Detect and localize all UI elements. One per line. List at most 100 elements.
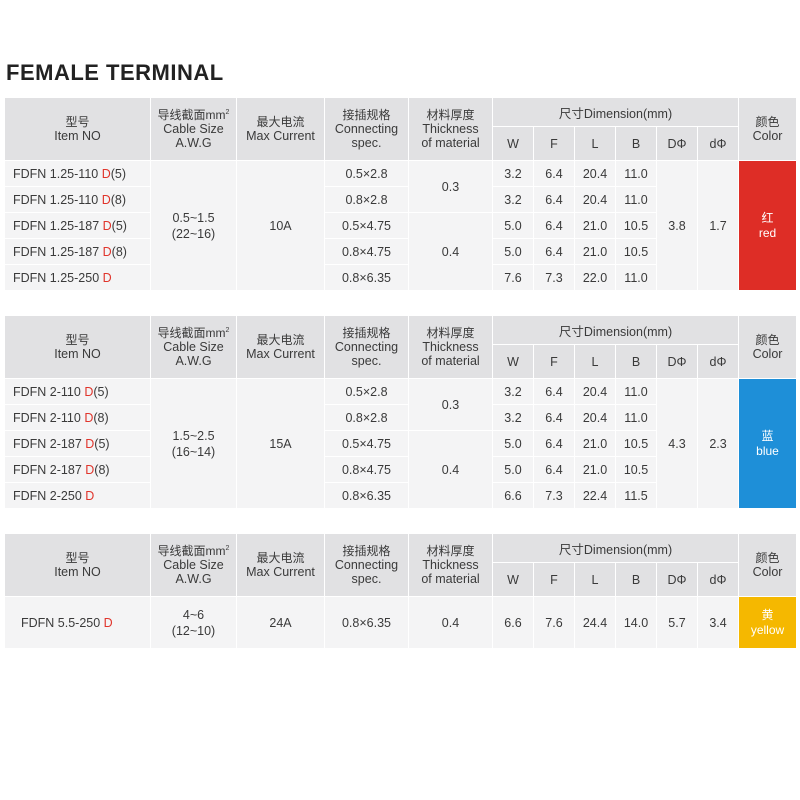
header-max-current: 最大电流 Max Current [236, 97, 325, 161]
dim-l: 22.4 [574, 482, 616, 509]
dim-w: 7.6 [492, 264, 534, 291]
header-dim-small-d: dΦ [696, 126, 740, 161]
dim-b: 11.0 [615, 186, 657, 213]
dim-w: 5.0 [492, 430, 534, 457]
dim-f: 6.4 [533, 238, 575, 265]
connecting-spec: 0.8×2.8 [324, 404, 409, 431]
table-row: FDFN 2-187 D(5) 0.5×4.75 0.4 5.0 6.4 21.… [4, 430, 797, 509]
thickness: 0.3 [408, 160, 493, 213]
header-dim-l: L [574, 344, 616, 379]
dim-big-d: 4.3 [656, 378, 698, 509]
item-no: FDFN 1.25-110 D(5) [4, 160, 151, 187]
connecting-spec: 0.5×2.8 [324, 160, 409, 187]
connecting-spec: 0.8×4.75 [324, 456, 409, 483]
dim-w: 3.2 [492, 160, 534, 187]
item-no: FDFN 1.25-250 D [4, 264, 151, 291]
header-dim-small-d: dΦ [696, 344, 740, 379]
dim-small-d: 1.7 [696, 160, 740, 291]
dim-w: 6.6 [492, 482, 534, 509]
spec-table-3: 型号 Item NO 导线截面mm2 Cable Size A.W.G 最大电流 Max… [4, 533, 798, 649]
dim-b: 10.5 [615, 212, 657, 239]
spec-table-2: 型号 Item NO 导线截面mm2 Cable Size A.W.G 最大电流 Max… [4, 315, 798, 509]
header-thickness: 材料厚度 Thickness of material [408, 315, 493, 379]
color-swatch-red: 红 red [738, 160, 798, 291]
dim-f: 6.4 [533, 456, 575, 483]
header-dim-f: F [533, 562, 575, 597]
header-connecting-spec: 接插规格 Connecting spec. [324, 315, 409, 379]
thickness: 0.4 [408, 430, 493, 509]
dim-l: 20.4 [574, 378, 616, 405]
header-cable-size: 导线截面mm2 Cable Size A.W.G [150, 97, 237, 161]
header-thickness: 材料厚度 Thickness of material [408, 533, 493, 597]
max-current: 15A [236, 378, 325, 509]
header-dim-big-d: DΦ [656, 562, 698, 597]
dim-small-d: 2.3 [696, 378, 740, 509]
header-item: 型号 Item NO [4, 315, 151, 379]
header-dim-b: B [615, 344, 657, 379]
table-row: FDFN 2-250 D 0.8×6.35 6.6 7.3 22.4 11.5 [4, 482, 797, 509]
header-item: 型号 Item NO [4, 97, 151, 161]
dim-l: 21.0 [574, 456, 616, 483]
dim-b: 14.0 [615, 596, 657, 649]
header-color: 颜色 Color [738, 533, 798, 597]
table-row: FDFN 2-110 D(5) 1.5~2.5 (16~14) 15A 0.5×2… [4, 378, 798, 509]
dim-b: 10.5 [615, 430, 657, 457]
dim-f: 6.4 [533, 186, 575, 213]
header-dim-big-d: DΦ [656, 126, 698, 161]
item-no: FDFN 2-250 D [4, 482, 151, 509]
header-dim-w: W [492, 562, 534, 597]
table-row: FDFN 1.25-250 D 0.8×6.35 7.6 7.3 22.0 11… [4, 264, 797, 291]
header-dimension: 尺寸Dimension(mm) [491, 533, 740, 563]
header-cable-size: 导线截面mm2 Cable Size A.W.G [150, 533, 237, 597]
connecting-spec: 0.8×2.8 [324, 186, 409, 213]
header-dim-l: L [574, 126, 616, 161]
table-row: FDFN 2-110 D(8) 0.8×2.8 3.2 6.4 20.4 11.… [4, 404, 797, 431]
dim-l: 21.0 [574, 238, 616, 265]
table-row: FDFN 1.25-110 D(8) 0.8×2.8 3.2 6.4 20.4 … [4, 186, 797, 213]
header-dim-b: B [615, 562, 657, 597]
color-swatch-yellow: 黄 yellow [738, 596, 798, 649]
header-dim-b: B [615, 126, 657, 161]
connecting-spec: 0.8×6.35 [324, 482, 409, 509]
header-dim-f: F [533, 126, 575, 161]
dim-l: 24.4 [574, 596, 616, 649]
item-no: FDFN 1.25-187 D(5) [4, 212, 151, 239]
dim-b: 11.0 [615, 160, 657, 187]
dim-w: 6.6 [492, 596, 534, 649]
thickness: 0.4 [408, 212, 493, 291]
connecting-spec: 0.5×2.8 [324, 378, 409, 405]
cable-size: 0.5~1.5 (22~16) [150, 160, 237, 291]
header-connecting-spec: 接插规格 Connecting spec. [324, 97, 409, 161]
max-current: 10A [236, 160, 325, 291]
header-color: 颜色 Color [738, 315, 798, 379]
header-max-current: 最大电流 Max Current [236, 533, 325, 597]
table-row: FDFN 1.25-187 D(8) 0.8×4.75 5.0 6.4 21.0… [4, 238, 797, 265]
connecting-spec: 0.8×6.35 [324, 596, 409, 649]
header-connecting-spec: 接插规格 Connecting spec. [324, 533, 409, 597]
dim-l: 20.4 [574, 160, 616, 187]
dim-f: 7.6 [533, 596, 575, 649]
dim-b: 11.0 [615, 404, 657, 431]
dim-f: 6.4 [533, 378, 575, 405]
item-no: FDFN 1.25-187 D(8) [4, 238, 151, 265]
dim-b: 11.0 [615, 378, 657, 405]
table-row: FDFN 2-187 D(8) 0.8×4.75 5.0 6.4 21.0 10… [4, 456, 797, 483]
page-title: FEMALE TERMINAL [6, 60, 224, 85]
dim-l: 20.4 [574, 404, 616, 431]
cable-size: 1.5~2.5 (16~14) [150, 378, 237, 509]
header-dim-w: W [492, 344, 534, 379]
dim-b: 11.0 [615, 264, 657, 291]
color-swatch-blue: 蓝 blue [738, 378, 798, 509]
dim-f: 6.4 [533, 212, 575, 239]
dim-w: 5.0 [492, 212, 534, 239]
dim-b: 10.5 [615, 238, 657, 265]
header-max-current: 最大电流 Max Current [236, 315, 325, 379]
dim-l: 21.0 [574, 430, 616, 457]
dim-f: 6.4 [533, 404, 575, 431]
dim-f: 6.4 [533, 160, 575, 187]
dim-b: 10.5 [615, 456, 657, 483]
dim-b: 11.5 [615, 482, 657, 509]
connecting-spec: 0.5×4.75 [324, 430, 409, 457]
item-no: FDFN 2-110 D(5) [4, 378, 151, 405]
thickness: 0.4 [408, 596, 493, 649]
